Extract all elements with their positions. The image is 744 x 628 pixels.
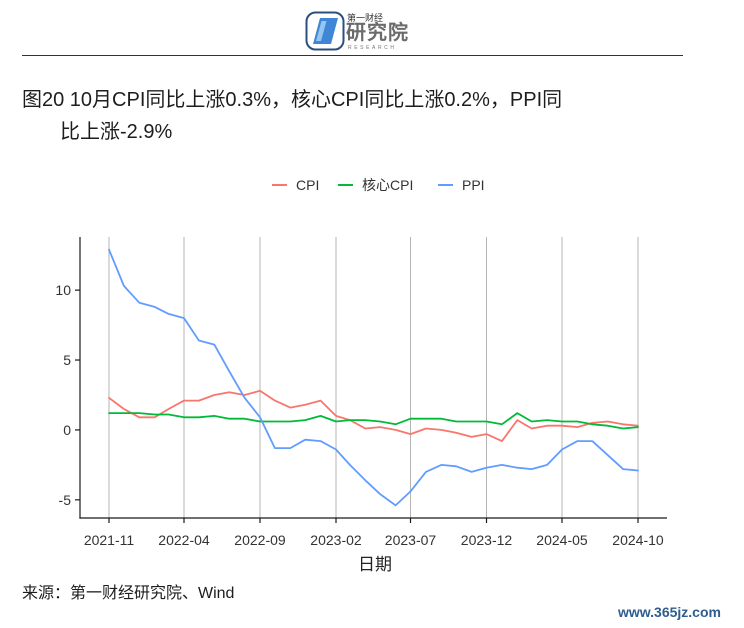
- y-tick-label: 0: [63, 422, 71, 438]
- legend-swatch-ppi: [438, 184, 453, 186]
- x-tick-label: 2023-02: [310, 532, 362, 548]
- chart-title-line-2: 比上涨-2.9%: [60, 121, 173, 143]
- x-tick-label: 2024-05: [536, 532, 588, 548]
- series-line-cpi: [108, 389, 639, 443]
- watermark: www.365jz.com: [618, 604, 721, 620]
- logo-parallelogram-icon: [305, 11, 345, 51]
- x-tick-label: 2022-09: [234, 532, 286, 548]
- legend-item-cpi: CPI: [272, 176, 319, 194]
- x-tick-label: 2021-11: [84, 532, 135, 548]
- header-divider: [22, 55, 683, 56]
- legend-item-core-cpi: 核心CPI: [338, 176, 413, 194]
- y-tick-label: 5: [63, 352, 71, 368]
- y-tick-label: 10: [55, 282, 71, 298]
- x-tick-label: 2023-12: [461, 532, 513, 548]
- x-tick-label: 2024-10: [612, 532, 664, 548]
- x-tick-label: 2022-04: [158, 532, 210, 548]
- logo-text-small: 第一财经: [347, 13, 384, 23]
- source-note: 来源：第一财经研究院、Wind: [22, 585, 235, 602]
- chart-title-line-1: 图20 10月CPI同比上涨0.3%，核心CPI同比上涨0.2%，PPI同: [22, 89, 563, 111]
- x-axis-title: 日期: [358, 555, 392, 574]
- legend-label-core-cpi: 核心CPI: [362, 177, 414, 193]
- series-line-ppi: [108, 248, 639, 507]
- legend-label-ppi: PPI: [462, 177, 485, 193]
- logo-text-sub: RESEARCH: [348, 45, 397, 51]
- legend-swatch-cpi: [272, 184, 287, 186]
- logo-text-main: 研究院: [346, 22, 409, 44]
- logo: 第一财经 研究院 RESEARCH: [305, 10, 409, 54]
- y-tick-label: -5: [59, 492, 72, 508]
- x-tick-label: 2023-07: [385, 532, 437, 548]
- legend-item-ppi: PPI: [438, 176, 485, 194]
- legend-swatch-core-cpi: [338, 184, 353, 186]
- legend-label-cpi: CPI: [296, 177, 320, 193]
- series-line-core-cpi: [108, 412, 639, 430]
